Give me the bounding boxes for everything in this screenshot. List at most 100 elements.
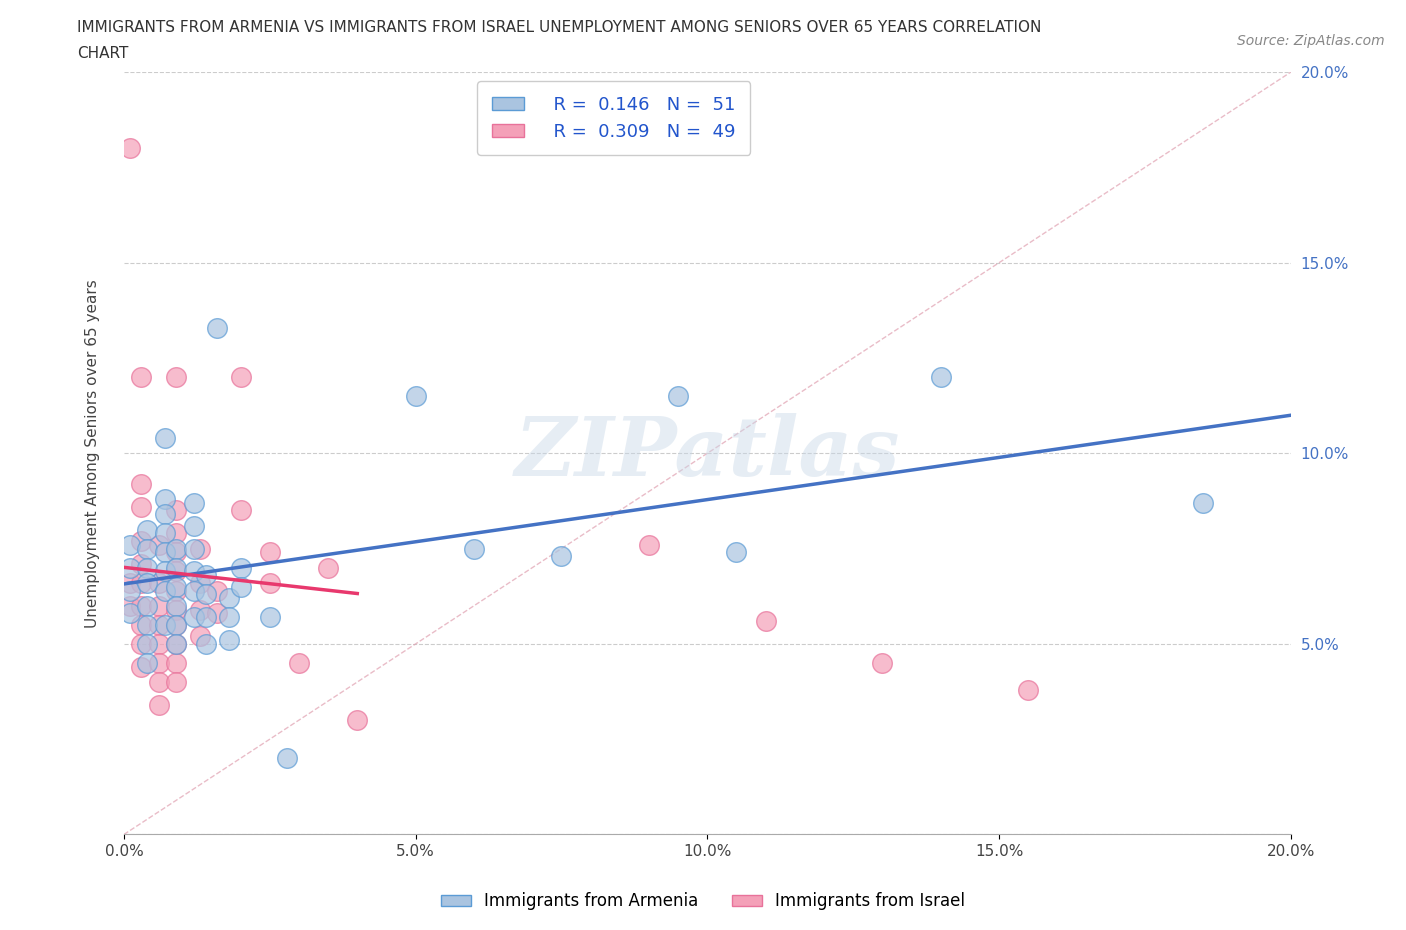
Point xyxy=(136,522,159,537)
Point xyxy=(148,656,170,671)
Point xyxy=(1017,683,1039,698)
Text: Source: ZipAtlas.com: Source: ZipAtlas.com xyxy=(1237,34,1385,48)
Point xyxy=(183,564,205,578)
Point xyxy=(207,583,229,598)
Point xyxy=(165,618,187,632)
Point xyxy=(183,541,205,556)
Point xyxy=(118,538,141,552)
Point xyxy=(136,576,159,591)
Point xyxy=(131,499,153,514)
Point xyxy=(666,389,689,404)
Point xyxy=(165,636,187,651)
Point xyxy=(148,576,170,591)
Point xyxy=(131,618,153,632)
Point xyxy=(188,576,211,591)
Point xyxy=(183,518,205,533)
Point xyxy=(165,602,187,617)
Point xyxy=(188,629,211,644)
Point xyxy=(118,583,141,598)
Point xyxy=(229,560,252,575)
Point xyxy=(118,598,141,613)
Text: CHART: CHART xyxy=(77,46,129,61)
Point xyxy=(118,606,141,621)
Point xyxy=(316,560,339,575)
Text: ZIPatlas: ZIPatlas xyxy=(515,413,900,493)
Point xyxy=(165,545,187,560)
Point xyxy=(118,560,141,575)
Point xyxy=(148,618,170,632)
Point xyxy=(259,545,281,560)
Point xyxy=(136,636,159,651)
Point xyxy=(153,618,176,632)
Point xyxy=(276,751,298,765)
Point xyxy=(218,632,240,647)
Point xyxy=(165,618,187,632)
Point xyxy=(118,576,141,591)
Point xyxy=(165,369,187,384)
Point xyxy=(229,503,252,518)
Point xyxy=(136,656,159,671)
Point xyxy=(755,614,778,629)
Legend: Immigrants from Armenia, Immigrants from Israel: Immigrants from Armenia, Immigrants from… xyxy=(434,885,972,917)
Point xyxy=(131,598,153,613)
Point xyxy=(550,549,572,564)
Point xyxy=(153,583,176,598)
Point xyxy=(136,541,159,556)
Point xyxy=(153,507,176,522)
Point xyxy=(194,568,217,583)
Point xyxy=(131,369,153,384)
Point xyxy=(148,598,170,613)
Point xyxy=(194,587,217,602)
Point xyxy=(218,610,240,625)
Point xyxy=(148,538,170,552)
Point xyxy=(118,141,141,156)
Point xyxy=(165,564,187,578)
Point xyxy=(136,598,159,613)
Point xyxy=(136,618,159,632)
Point xyxy=(188,541,211,556)
Point xyxy=(165,656,187,671)
Point xyxy=(165,560,187,575)
Point xyxy=(229,579,252,594)
Point xyxy=(136,560,159,575)
Point xyxy=(207,320,229,335)
Point xyxy=(165,636,187,651)
Point xyxy=(165,598,187,613)
Point xyxy=(131,556,153,571)
Point xyxy=(165,579,187,594)
Point xyxy=(346,712,368,727)
Point xyxy=(131,576,153,591)
Point xyxy=(207,606,229,621)
Point xyxy=(1192,496,1215,511)
Point xyxy=(153,526,176,541)
Point xyxy=(872,656,894,671)
Point xyxy=(183,583,205,598)
Point xyxy=(153,431,176,445)
Point xyxy=(153,545,176,560)
Point xyxy=(148,698,170,712)
Point xyxy=(153,492,176,507)
Point xyxy=(148,674,170,689)
Point xyxy=(259,610,281,625)
Point xyxy=(165,541,187,556)
Point xyxy=(194,610,217,625)
Point xyxy=(165,503,187,518)
Point xyxy=(131,476,153,491)
Point xyxy=(148,636,170,651)
Point xyxy=(259,576,281,591)
Point xyxy=(183,610,205,625)
Point xyxy=(183,496,205,511)
Y-axis label: Unemployment Among Seniors over 65 years: Unemployment Among Seniors over 65 years xyxy=(86,279,100,628)
Point xyxy=(725,545,748,560)
Text: IMMIGRANTS FROM ARMENIA VS IMMIGRANTS FROM ISRAEL UNEMPLOYMENT AMONG SENIORS OVE: IMMIGRANTS FROM ARMENIA VS IMMIGRANTS FR… xyxy=(77,20,1042,35)
Point xyxy=(288,656,311,671)
Point xyxy=(405,389,427,404)
Point xyxy=(131,636,153,651)
Point xyxy=(131,534,153,549)
Point xyxy=(229,369,252,384)
Point xyxy=(929,369,952,384)
Legend:   R =  0.146   N =  51,   R =  0.309   N =  49: R = 0.146 N = 51, R = 0.309 N = 49 xyxy=(478,81,751,155)
Point xyxy=(194,636,217,651)
Point xyxy=(131,659,153,674)
Point xyxy=(165,674,187,689)
